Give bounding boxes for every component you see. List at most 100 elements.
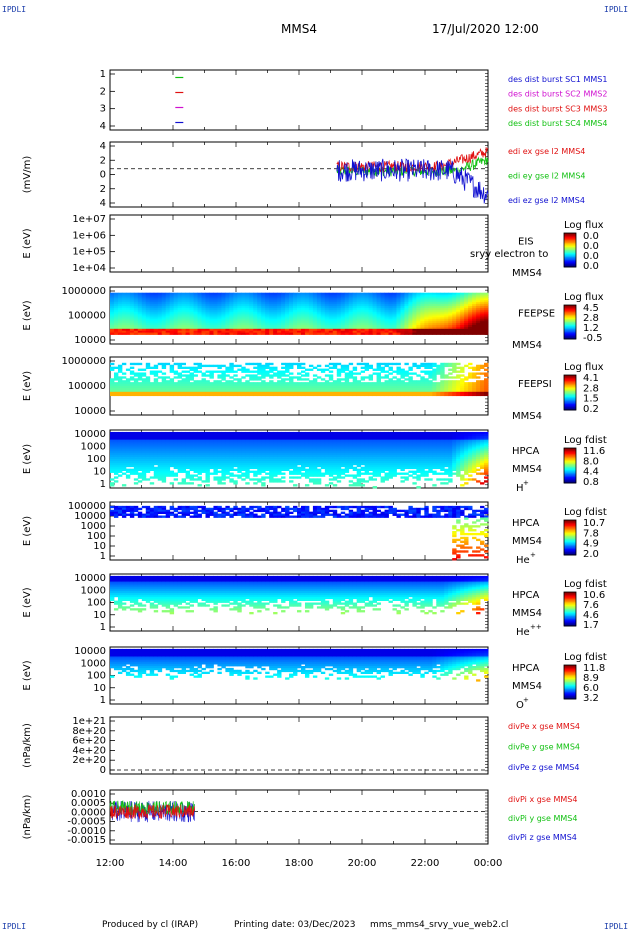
heatmap-cell <box>472 321 477 324</box>
heatmap-cell <box>273 457 278 460</box>
heatmap-cell <box>324 393 330 397</box>
heatmap-cell <box>332 380 338 383</box>
heatmap-cell <box>328 296 334 299</box>
colorbar-cell <box>564 241 576 244</box>
heatmap-cell <box>480 294 485 297</box>
heatmap-cell <box>189 431 194 435</box>
heatmap-cell <box>336 372 342 375</box>
heatmap-cell <box>253 441 258 444</box>
heatmap-cell <box>205 317 210 320</box>
heatmap-cell <box>297 306 302 309</box>
heatmap-cell <box>157 445 163 448</box>
heatmap-cell <box>285 389 290 393</box>
heatmap-cell <box>205 460 210 464</box>
heatmap-cell <box>388 362 393 366</box>
heatmap-cell <box>372 306 377 309</box>
heatmap-cell <box>117 325 123 328</box>
heatmap-cell <box>173 328 179 332</box>
heatmap-cell <box>189 294 194 297</box>
colorbar-cell <box>564 389 576 392</box>
heatmap-cell <box>209 445 214 448</box>
heatmap-cell <box>316 364 322 368</box>
heatmap-cell <box>233 441 238 444</box>
heatmap-cell <box>185 387 190 391</box>
heatmap-cell <box>145 441 151 444</box>
heatmap-cell <box>396 325 401 328</box>
heatmap-cell <box>312 332 318 335</box>
heatmap-cell <box>173 459 179 462</box>
heatmap-cell <box>380 298 385 301</box>
heatmap-cell <box>297 462 302 466</box>
heatmap-cell <box>285 455 290 458</box>
heatmap-cell <box>316 332 322 335</box>
heatmap-cell <box>193 460 198 464</box>
heatmap-cell <box>468 298 473 301</box>
heatmap-cell <box>177 482 183 485</box>
colorbar-cell <box>564 245 576 248</box>
heatmap-cell <box>237 317 242 320</box>
heatmap-cell <box>400 321 405 324</box>
y-tick-label: 4 <box>100 121 106 132</box>
heatmap-cell <box>420 296 425 299</box>
heatmap-cell <box>233 449 238 452</box>
heatmap-cell <box>416 313 421 316</box>
heatmap-cell <box>209 387 214 391</box>
heatmap-cell <box>209 447 214 450</box>
heatmap-cell <box>141 298 147 301</box>
heatmap-cell <box>177 317 183 320</box>
heatmap-cell <box>153 311 159 314</box>
heatmap-cell <box>217 391 222 395</box>
heatmap-cell <box>328 294 334 297</box>
heatmap-cell <box>277 386 282 389</box>
heatmap-cell <box>217 317 222 320</box>
heatmap-cell <box>304 453 310 456</box>
heatmap-cell <box>221 364 226 368</box>
heatmap-cell <box>169 441 175 444</box>
heatmap-cell <box>285 366 290 369</box>
heatmap-cell <box>368 300 374 303</box>
heatmap-cell <box>308 439 314 442</box>
heatmap-cell <box>277 387 282 391</box>
heatmap-cell <box>249 431 254 435</box>
colorbar-cell <box>564 264 576 267</box>
heatmap-cell <box>281 389 286 393</box>
heatmap-cell <box>205 437 210 441</box>
heatmap-cell <box>269 464 274 468</box>
heatmap-cell <box>289 447 294 450</box>
heatmap-cell <box>121 376 127 379</box>
heatmap-cell <box>412 387 417 391</box>
heatmap-cell <box>233 292 238 295</box>
heatmap-cell <box>237 449 242 452</box>
heatmap-cell <box>436 296 441 299</box>
heatmap-cell <box>213 307 218 311</box>
heatmap-cell <box>205 445 210 448</box>
heatmap-cell <box>472 326 477 330</box>
heatmap-cell <box>253 437 258 441</box>
heatmap-cell <box>173 321 179 324</box>
heatmap-cell <box>217 447 222 450</box>
heatmap-cell <box>412 321 417 324</box>
heatmap-cell <box>129 309 135 313</box>
heatmap-cell <box>416 382 421 385</box>
heatmap-cell <box>436 292 441 295</box>
heatmap-cell <box>408 323 413 326</box>
heatmap-cell <box>312 472 318 475</box>
heatmap-cell <box>193 317 198 320</box>
heatmap-cell <box>300 387 306 391</box>
heatmap-cell <box>440 321 445 324</box>
heatmap-cell <box>201 378 206 381</box>
heatmap-cell <box>281 378 286 381</box>
heatmap-cell <box>424 304 429 307</box>
heatmap-cell <box>376 364 381 368</box>
heatmap-cell <box>169 391 175 395</box>
heatmap-cell <box>404 391 409 395</box>
heatmap-cell <box>185 323 190 326</box>
heatmap-cell <box>293 441 298 444</box>
heatmap-cell <box>324 317 330 320</box>
heatmap-cell <box>225 464 230 468</box>
heatmap-cell <box>149 296 155 299</box>
heatmap-cell <box>388 315 393 318</box>
heatmap-cell <box>165 470 171 473</box>
heatmap-cell <box>113 433 119 437</box>
heatmap-cell <box>177 466 183 470</box>
